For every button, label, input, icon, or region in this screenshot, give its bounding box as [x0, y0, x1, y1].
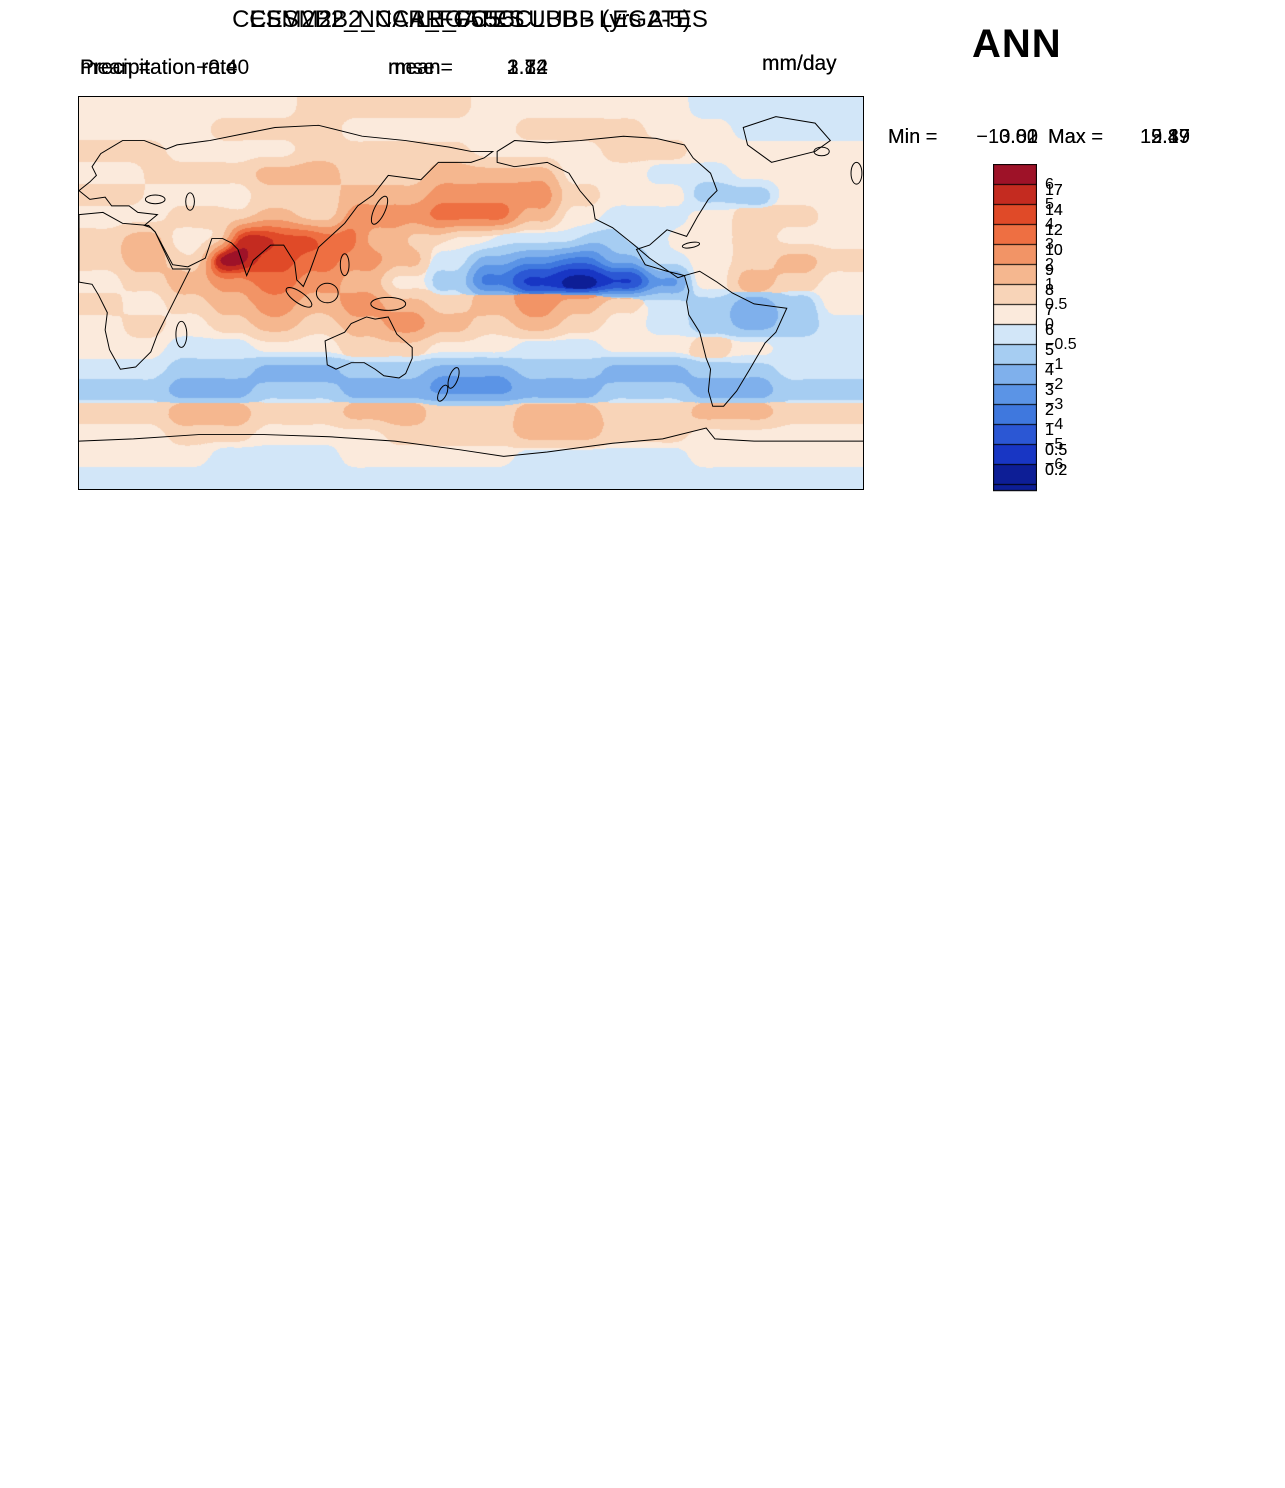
colorbar: 6 5 4 3 2 1 0.5 0 −0.5 −1 −2 −3 −4 −5 −6 — [993, 164, 1123, 494]
max-label: Max = — [1048, 126, 1104, 148]
mean-value: −0.40 — [196, 56, 250, 79]
colorbar-tick-label: 5 — [1045, 196, 1054, 213]
colorbar-tick-label: −3 — [1045, 396, 1064, 413]
colorbar-tick-label: 17 — [1045, 182, 1063, 199]
colorbar-tick-label: −0.5 — [1045, 336, 1077, 353]
colorbar-ticks: 17 14 12 10 9 8 7 6 5 4 3 2 1 0.5 0.2 — [1045, 170, 1115, 492]
colorbar-tick-label: 14 — [1045, 202, 1063, 219]
colorbar-tick-label: 5 — [1045, 342, 1054, 359]
max-value: 12.49 — [1139, 126, 1190, 148]
colorbar-ticks: 17 14 12 10 9 8 7 6 5 4 3 2 1 0.5 0.2 — [1045, 170, 1115, 492]
colorbar-tick-label: 2 — [1045, 256, 1054, 273]
min-label: Min = — [888, 126, 938, 148]
colorbar-tick-label: −4 — [1045, 416, 1064, 433]
mean-label: mean= — [388, 56, 453, 79]
colorbar-tick-label: 0.2 — [1045, 462, 1068, 479]
colorbar-tick-label: 4 — [1045, 362, 1054, 379]
units-label: mm/day — [762, 52, 837, 75]
colorbar-tick-label: 6 — [1045, 322, 1054, 339]
mean-label: mean = — [80, 56, 151, 79]
colorbar-tick-label: 12 — [1045, 222, 1063, 239]
colorbar-tick-label: 0.2 — [1045, 462, 1068, 479]
colorbar-tick-label: 0.5 — [1045, 442, 1068, 459]
colorbar-tick-label: 1 — [1045, 422, 1054, 439]
colorbar-tick-label: 1 — [1045, 276, 1054, 293]
colorbar-tick-label: 9 — [1045, 262, 1054, 279]
season-label: ANN — [972, 22, 1062, 66]
units-label: mm/day — [762, 52, 837, 75]
max-value: 15.89 — [1139, 126, 1190, 148]
min-value: 0.00 — [999, 126, 1038, 148]
panel-title: LEGATES — [415, 6, 525, 33]
colorbar-tick-label: 6 — [1045, 176, 1054, 193]
panel-difference: CESM2B2_NCAR_FC55CLUBB - LEGATES mean = … — [0, 0, 1285, 500]
units-label: mm/day — [762, 52, 837, 75]
colorbar-tick-label: 10 — [1045, 242, 1063, 259]
coastline-overlay — [79, 116, 863, 457]
colorbar-tick-label: 9 — [1045, 262, 1054, 279]
colorbar-tick-label: 10 — [1045, 242, 1063, 259]
colorbar-ticks: 6 5 4 3 2 1 0.5 0 −0.5 −1 −2 −3 −4 −5 −6 — [1045, 164, 1115, 486]
colorbar-tick-label: 0.5 — [1045, 296, 1068, 313]
colorbar-tick-label: 0 — [1045, 316, 1054, 333]
min-label: Min = — [888, 126, 938, 148]
field-label: Precipitation rate — [80, 56, 238, 79]
colorbar-tick-label: 2 — [1045, 402, 1054, 419]
min-value: 0.01 — [999, 126, 1038, 148]
panel-title: CESM2B2_NCAR_FC55CLUBB - LEGATES — [232, 6, 708, 33]
mean-value: 2.72 — [507, 56, 548, 79]
colorbar-tick-label: 8 — [1045, 282, 1054, 299]
colorbar-tick-label: 0.5 — [1045, 442, 1068, 459]
colorbar-tick-label: 3 — [1045, 382, 1054, 399]
colorbar-tick-label: −1 — [1045, 356, 1064, 373]
colorbar-tick-label: 12 — [1045, 222, 1063, 239]
colorbar-tick-label: 4 — [1045, 216, 1054, 233]
colorbar-tick-label: −6 — [1045, 456, 1064, 473]
colorbar-tick-label: 4 — [1045, 362, 1054, 379]
colorbar-tick-label: 7 — [1045, 302, 1054, 319]
mean-label: mean= — [388, 56, 453, 79]
field-label: Precipitation rate — [80, 56, 238, 79]
max-label: Max = — [1048, 126, 1104, 148]
colorbar-tick-label: 3 — [1045, 382, 1054, 399]
colorbar-tick-label: 6 — [1045, 322, 1054, 339]
min-label: Min = — [888, 126, 938, 148]
colorbar-tick-label: −2 — [1045, 376, 1064, 393]
colorbar-tick-label: 5 — [1045, 342, 1054, 359]
colorbar-tick-label: 2 — [1045, 402, 1054, 419]
panel-title: CESM2B2_NCAR_FC55CLUBB (yrs 2-5) — [249, 6, 691, 33]
mean-value: 3.12 — [507, 56, 548, 79]
colorbar-tick-label: 17 — [1045, 182, 1063, 199]
colorbar-tick-label: 14 — [1045, 202, 1063, 219]
max-label: Max = — [1048, 126, 1104, 148]
colorbar-tick-label: −5 — [1045, 436, 1064, 453]
rmse-label: rmse = — [388, 56, 453, 79]
max-value: 9.17 — [1151, 126, 1190, 148]
colorbar-tick-label: 3 — [1045, 236, 1054, 253]
map — [78, 96, 864, 490]
colorbar-canvas — [993, 164, 1037, 486]
rmse-value: 1.84 — [507, 56, 548, 79]
colorbar-tick-label: 8 — [1045, 282, 1054, 299]
colorbar-tick-label: 1 — [1045, 422, 1054, 439]
colorbar-tick-label: 7 — [1045, 302, 1054, 319]
min-value: −13.82 — [976, 126, 1038, 148]
